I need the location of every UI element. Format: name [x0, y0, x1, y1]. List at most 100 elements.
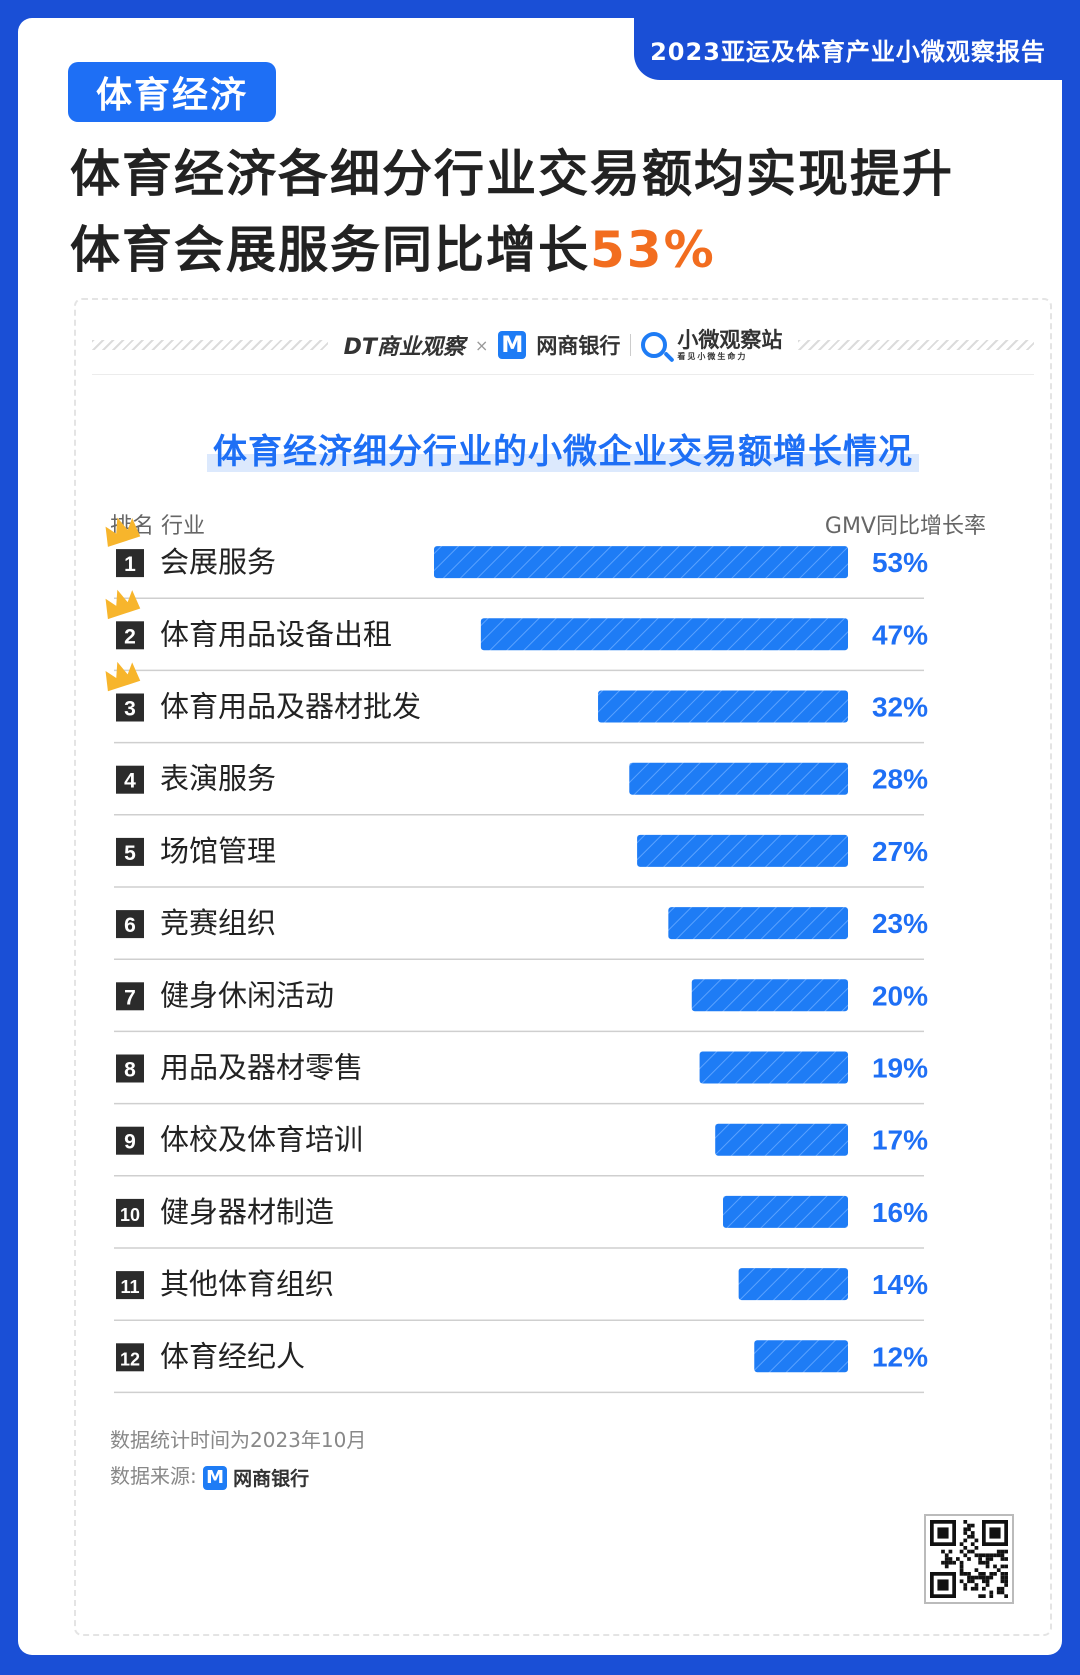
data-source-note: 数据来源: M 网商银行 [110, 1460, 309, 1491]
bar [691, 979, 848, 1012]
bar [480, 618, 848, 651]
category-label: 其他体育组织 [160, 1267, 334, 1301]
value-label: 12% [872, 1341, 928, 1372]
category-label: 体育用品及器材批发 [160, 690, 421, 724]
crown-icon [105, 517, 141, 547]
headline-highlight-value: 53% [590, 221, 716, 279]
column-header-growth: GMV同比增长率 [824, 514, 986, 539]
mybank-logo-icon: M [498, 331, 527, 359]
station-logo-slogan: 看见小微生命力 [677, 351, 748, 361]
category-label: 会展服务 [160, 545, 276, 579]
rank-number: 11 [120, 1277, 139, 1297]
rank-number: 12 [120, 1349, 140, 1369]
rank-box [116, 693, 144, 722]
dt-logo: DT商业观察 [343, 335, 465, 360]
data-source-brand: M 网商银行 [203, 1464, 309, 1491]
rank-box [116, 549, 144, 578]
category-label: 健身器材制造 [160, 1195, 334, 1229]
station-logo-text: 小微观察站 [677, 327, 783, 352]
category-label: 健身休闲活动 [160, 978, 334, 1012]
bar [699, 1051, 848, 1084]
bar-chart: 1 会展服务 53% 2 体育用品设备出租 47% 3 体育用品及器材批发 32% 4 表演服务 28… [105, 517, 928, 1394]
rank-number: 3 [124, 698, 136, 721]
bar [629, 762, 848, 795]
value-label: 27% [872, 836, 928, 867]
bar-row: 11 其他体育组织 14% [114, 1267, 928, 1321]
bar-row: 3 体育用品及器材批发 32% [105, 661, 928, 744]
mybank-logo-icon: M [203, 1465, 228, 1490]
value-label: 53% [872, 547, 928, 578]
bar [434, 546, 848, 579]
decorative-hatch-right [798, 340, 1034, 350]
brand-row: DT商业观察 × M 网商银行 小微观察站 看见小微生命力 [92, 322, 1034, 368]
headline-line-1: 体育经济各细分行业交易额均实现提升 [70, 145, 954, 203]
crown-icon [105, 661, 141, 692]
logo-separator [630, 334, 632, 356]
bar [637, 834, 848, 867]
rank-number: 5 [124, 842, 136, 865]
value-label: 16% [872, 1197, 928, 1228]
rank-box [116, 910, 144, 939]
rank-number: 8 [124, 1059, 136, 1082]
value-label: 19% [872, 1053, 928, 1084]
rank-number: 6 [124, 914, 136, 937]
bar [668, 907, 848, 940]
chart-title-text: 体育经济细分行业的小微企业交易额增长情况 [207, 432, 919, 472]
magnifier-icon [641, 332, 668, 358]
bar [723, 1195, 848, 1228]
bar-row: 8 用品及器材零售 19% [114, 1051, 928, 1105]
stat-time-note: 数据统计时间为2023年10月 [110, 1428, 367, 1452]
mybank-logo-text: 网商银行 [536, 334, 621, 358]
value-label: 14% [872, 1269, 928, 1300]
bar-row: 4 表演服务 28% [114, 762, 928, 816]
category-label: 用品及器材零售 [160, 1051, 363, 1085]
rank-box [116, 765, 144, 794]
rank-number: 2 [124, 625, 136, 648]
bar [738, 1268, 848, 1301]
value-label: 47% [872, 619, 928, 650]
partner-logos: DT商业观察 × M 网商银行 小微观察站 看见小微生命力 [328, 329, 799, 361]
rank-box [116, 621, 144, 650]
category-label: 场馆管理 [160, 834, 276, 868]
qr-code-icon [930, 1520, 1008, 1598]
section-badge: 体育经济 [68, 62, 276, 122]
rank-box [116, 837, 144, 866]
cross-mark: × [474, 335, 489, 355]
bar-row: 9 体校及体育培训 17% [114, 1123, 928, 1177]
headline-line-2-text: 体育会展服务同比增长 [70, 221, 590, 279]
bar-row: 6 竞赛组织 23% [114, 906, 928, 960]
mybank-logo-text: 网商银行 [233, 1468, 310, 1490]
value-label: 28% [872, 764, 928, 795]
bar [754, 1340, 848, 1373]
chart-title: 体育经济细分行业的小微企业交易额增长情况 [76, 424, 1050, 473]
data-source-label: 数据来源: [110, 1464, 197, 1488]
rank-number: 7 [124, 986, 136, 1009]
value-label: 23% [872, 908, 928, 939]
bar-row: 5 场馆管理 27% [114, 834, 928, 888]
station-logo: 小微观察站 看见小微生命力 [677, 327, 783, 361]
report-title-tab: 2023亚运及体育产业小微观察报告 [634, 18, 1062, 80]
bar-row: 2 体育用品设备出租 47% [105, 589, 928, 672]
category-label: 体育用品设备出租 [160, 617, 392, 651]
report-card: 2023亚运及体育产业小微观察报告 体育经济 体育经济各细分行业交易额均实现提升… [18, 18, 1062, 1655]
rank-number: 4 [124, 770, 136, 793]
bar [598, 690, 848, 723]
chart-panel: DT商业观察 × M 网商银行 小微观察站 看见小微生命力 体育经济细分行业的小… [74, 298, 1052, 1636]
rank-number: 1 [124, 553, 136, 576]
value-label: 32% [872, 692, 928, 723]
value-label: 17% [872, 1125, 928, 1156]
category-label: 体校及体育培训 [160, 1123, 363, 1157]
bar-row: 7 健身休闲活动 20% [114, 978, 928, 1033]
bar [715, 1123, 848, 1156]
qr-code[interactable] [924, 1514, 1014, 1604]
rank-box [116, 1198, 144, 1227]
value-label: 20% [872, 980, 928, 1011]
rank-box [116, 1126, 144, 1155]
bar-row: 10 健身器材制造 16% [114, 1195, 928, 1249]
bar-row: 12 体育经纪人 12% [114, 1339, 928, 1394]
headline: 体育经济各细分行业交易额均实现提升 体育会展服务同比增长53% [70, 136, 1060, 288]
crown-icon [105, 589, 141, 620]
rank-box [116, 1343, 144, 1372]
rank-box [116, 1271, 144, 1300]
headline-line-2: 体育会展服务同比增长53% [70, 212, 1060, 288]
